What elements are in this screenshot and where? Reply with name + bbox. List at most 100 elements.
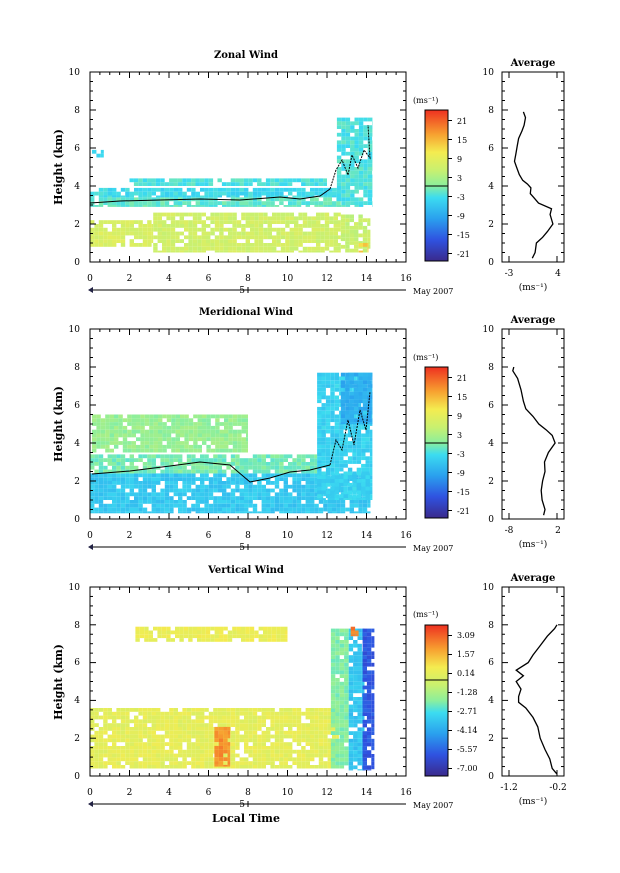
heatmap-cell bbox=[345, 125, 351, 129]
heatmap-cell bbox=[279, 715, 284, 720]
heatmap-cell bbox=[239, 734, 244, 739]
heatmap-cell bbox=[214, 216, 220, 221]
heatmap-cell bbox=[357, 761, 362, 766]
heatmap-cell bbox=[230, 492, 236, 497]
heatmap-cell bbox=[316, 235, 321, 240]
y-tick-label: 10 bbox=[483, 583, 495, 593]
heatmap-cell bbox=[252, 477, 258, 481]
heatmap-cell bbox=[105, 425, 110, 430]
heatmap-cell bbox=[169, 496, 174, 500]
heatmap-cell bbox=[226, 708, 231, 712]
heatmap-cell bbox=[219, 630, 224, 635]
heatmap-cell bbox=[334, 452, 340, 457]
heatmap-cell bbox=[357, 712, 362, 716]
heatmap-cell bbox=[125, 511, 130, 514]
heatmap-cell bbox=[352, 486, 357, 491]
heatmap-cell bbox=[349, 372, 354, 377]
heatmap-cell bbox=[166, 216, 171, 221]
y-tick-label: 6 bbox=[488, 144, 494, 154]
heatmap-cell bbox=[241, 246, 246, 251]
heatmap-cell bbox=[317, 448, 322, 453]
x-tick-label: 0 bbox=[87, 788, 93, 798]
y-tick-label: 10 bbox=[69, 583, 81, 593]
heatmap-cell bbox=[217, 191, 222, 196]
heatmap-cell bbox=[317, 498, 322, 500]
heatmap-cell bbox=[292, 477, 297, 481]
heatmap-cell bbox=[134, 723, 139, 727]
heatmap-cell bbox=[358, 182, 364, 186]
heatmap-cell bbox=[330, 467, 335, 472]
heatmap-cell bbox=[305, 481, 310, 485]
heatmap-cell bbox=[156, 749, 161, 754]
heatmap-cell bbox=[160, 761, 165, 765]
heatmap-cell bbox=[169, 727, 174, 731]
heatmap-cell bbox=[311, 239, 316, 243]
heatmap-cell bbox=[263, 626, 268, 631]
heatmap-cell bbox=[358, 201, 364, 205]
heatmap-cell bbox=[244, 462, 249, 466]
heatmap-cell bbox=[171, 425, 176, 430]
heatmap-cell bbox=[325, 418, 331, 423]
heatmap-cell bbox=[332, 201, 337, 205]
heatmap-cell bbox=[244, 757, 249, 762]
heatmap-cell bbox=[330, 444, 335, 449]
heatmap-cell bbox=[125, 473, 130, 478]
heatmap-cell bbox=[318, 738, 324, 743]
heatmap-cell bbox=[239, 197, 244, 202]
heatmap-cell bbox=[206, 239, 211, 243]
heatmap-cell bbox=[103, 708, 108, 712]
heatmap-cell bbox=[344, 685, 349, 690]
heatmap-cell bbox=[144, 433, 150, 438]
heatmap-cell bbox=[156, 761, 161, 765]
heatmap-cell bbox=[339, 433, 344, 438]
heatmap-cell bbox=[244, 761, 249, 765]
heatmap-cell bbox=[371, 380, 373, 385]
heatmap-cell bbox=[340, 214, 346, 219]
heatmap-cell bbox=[352, 425, 357, 430]
heatmap-cell bbox=[266, 749, 271, 754]
heatmap-cell bbox=[358, 148, 364, 152]
heatmap-cell bbox=[142, 761, 148, 765]
heatmap-cell bbox=[288, 503, 293, 508]
heatmap-cell bbox=[335, 727, 340, 732]
heatmap-cell bbox=[320, 227, 325, 232]
heatmap-cell bbox=[336, 503, 341, 508]
heatmap-cell bbox=[283, 195, 288, 198]
colorbar-unit: (ms⁻¹) bbox=[413, 610, 438, 619]
heatmap-cell bbox=[219, 235, 224, 240]
heatmap-cell bbox=[120, 734, 126, 739]
heatmap-cell bbox=[188, 425, 194, 430]
heatmap-cell bbox=[223, 227, 228, 232]
heatmap-cell bbox=[142, 481, 148, 485]
heatmap-cell bbox=[352, 498, 357, 500]
heatmap-cell bbox=[151, 458, 156, 462]
heatmap-cell bbox=[208, 465, 214, 470]
heatmap-cell bbox=[98, 197, 104, 202]
heatmap-cell bbox=[358, 395, 363, 400]
heatmap-cell bbox=[345, 197, 351, 202]
heatmap-cell bbox=[224, 422, 229, 426]
heatmap-cell bbox=[369, 498, 373, 500]
heatmap-cell bbox=[279, 469, 284, 474]
heatmap-cell bbox=[354, 159, 359, 164]
heatmap-cell bbox=[317, 410, 322, 415]
heatmap-cell bbox=[206, 429, 211, 434]
x-tick-label: 12 bbox=[321, 531, 332, 541]
heatmap-cell bbox=[140, 429, 145, 434]
heatmap-cell bbox=[142, 239, 148, 243]
heatmap-cell bbox=[241, 227, 246, 232]
heatmap-cell bbox=[261, 746, 266, 750]
heatmap-cell bbox=[325, 460, 331, 464]
heatmap-cell bbox=[103, 742, 108, 746]
heatmap-cell bbox=[348, 723, 354, 728]
heatmap-cell bbox=[325, 494, 331, 499]
heatmap-cell bbox=[301, 727, 306, 731]
heatmap-cell bbox=[334, 460, 340, 464]
heatmap-cell bbox=[356, 429, 362, 434]
heatmap-cell bbox=[129, 227, 134, 232]
heatmap-cell bbox=[330, 750, 336, 754]
heatmap-cell bbox=[354, 136, 359, 141]
heatmap-cell bbox=[129, 746, 134, 750]
heatmap-cell bbox=[138, 458, 143, 462]
heatmap-cell bbox=[263, 246, 268, 251]
